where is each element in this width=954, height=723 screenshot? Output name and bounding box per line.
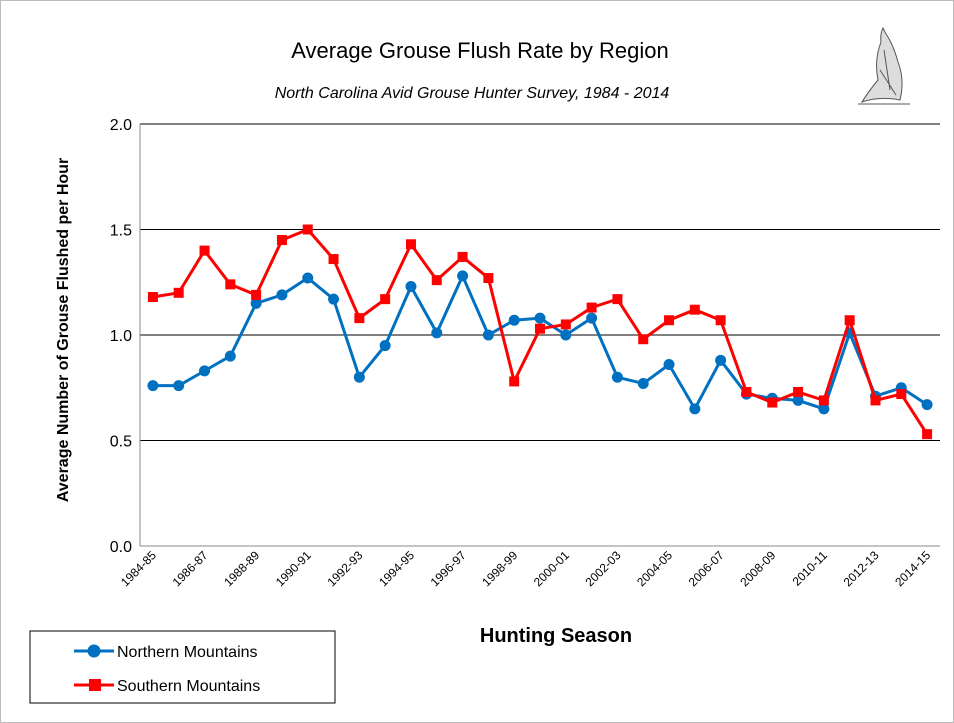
point xyxy=(535,323,545,334)
point xyxy=(818,395,829,406)
y-tick-label: 1.5 xyxy=(110,223,132,240)
point xyxy=(612,294,623,305)
point xyxy=(353,371,365,383)
point xyxy=(844,315,855,326)
y-axis-label: Average Number of Grouse Flushed per Hou… xyxy=(55,158,72,502)
point xyxy=(431,275,442,286)
point xyxy=(560,329,572,341)
y-tick-label: 1.0 xyxy=(110,328,132,345)
point xyxy=(741,386,752,397)
point xyxy=(173,287,184,298)
point xyxy=(302,272,314,284)
x-axis-label: Hunting Season xyxy=(480,625,632,647)
y-tick-label: 0.0 xyxy=(110,539,132,556)
point xyxy=(793,386,804,397)
point xyxy=(276,235,287,246)
point xyxy=(173,380,185,392)
point xyxy=(767,397,778,408)
point xyxy=(354,313,365,324)
y-tick-label: 2.0 xyxy=(110,117,132,134)
point xyxy=(457,270,469,282)
point xyxy=(586,312,598,324)
point xyxy=(922,429,933,440)
point xyxy=(147,292,158,303)
legend-marker xyxy=(89,679,101,691)
point xyxy=(508,314,520,326)
point xyxy=(586,302,597,313)
point xyxy=(637,378,649,390)
legend-marker xyxy=(87,644,101,658)
chart-subtitle: North Carolina Avid Grouse Hunter Survey… xyxy=(275,85,670,102)
point xyxy=(921,399,933,411)
point xyxy=(199,365,211,377)
point xyxy=(664,315,675,326)
legend-label: Northern Mountains xyxy=(117,644,258,661)
point xyxy=(328,293,340,305)
point xyxy=(483,273,494,284)
point xyxy=(224,350,236,362)
point xyxy=(509,376,520,387)
point xyxy=(534,312,546,324)
point xyxy=(250,297,262,309)
point xyxy=(896,389,907,400)
y-tick-label: 0.5 xyxy=(110,434,132,451)
point xyxy=(147,380,159,392)
point xyxy=(663,359,675,371)
point xyxy=(689,403,701,415)
point xyxy=(560,319,571,330)
point xyxy=(328,254,339,265)
point xyxy=(482,329,494,341)
legend-box xyxy=(29,630,336,704)
grouse-icon xyxy=(858,26,910,105)
point xyxy=(611,371,623,383)
point xyxy=(715,354,727,366)
point xyxy=(715,315,726,326)
point xyxy=(638,334,649,345)
point xyxy=(431,327,443,339)
point xyxy=(379,340,391,352)
point xyxy=(225,279,236,290)
point xyxy=(457,251,468,262)
chart-title: Average Grouse Flush Rate by Region xyxy=(291,38,668,63)
point xyxy=(792,394,804,406)
legend-label: Southern Mountains xyxy=(117,678,260,695)
point xyxy=(689,304,700,315)
point xyxy=(870,395,881,406)
point xyxy=(405,280,417,292)
point xyxy=(276,289,288,301)
point xyxy=(380,294,391,305)
point xyxy=(818,403,830,415)
point xyxy=(199,245,210,256)
point xyxy=(405,239,416,250)
point xyxy=(251,289,262,300)
point xyxy=(302,224,313,235)
